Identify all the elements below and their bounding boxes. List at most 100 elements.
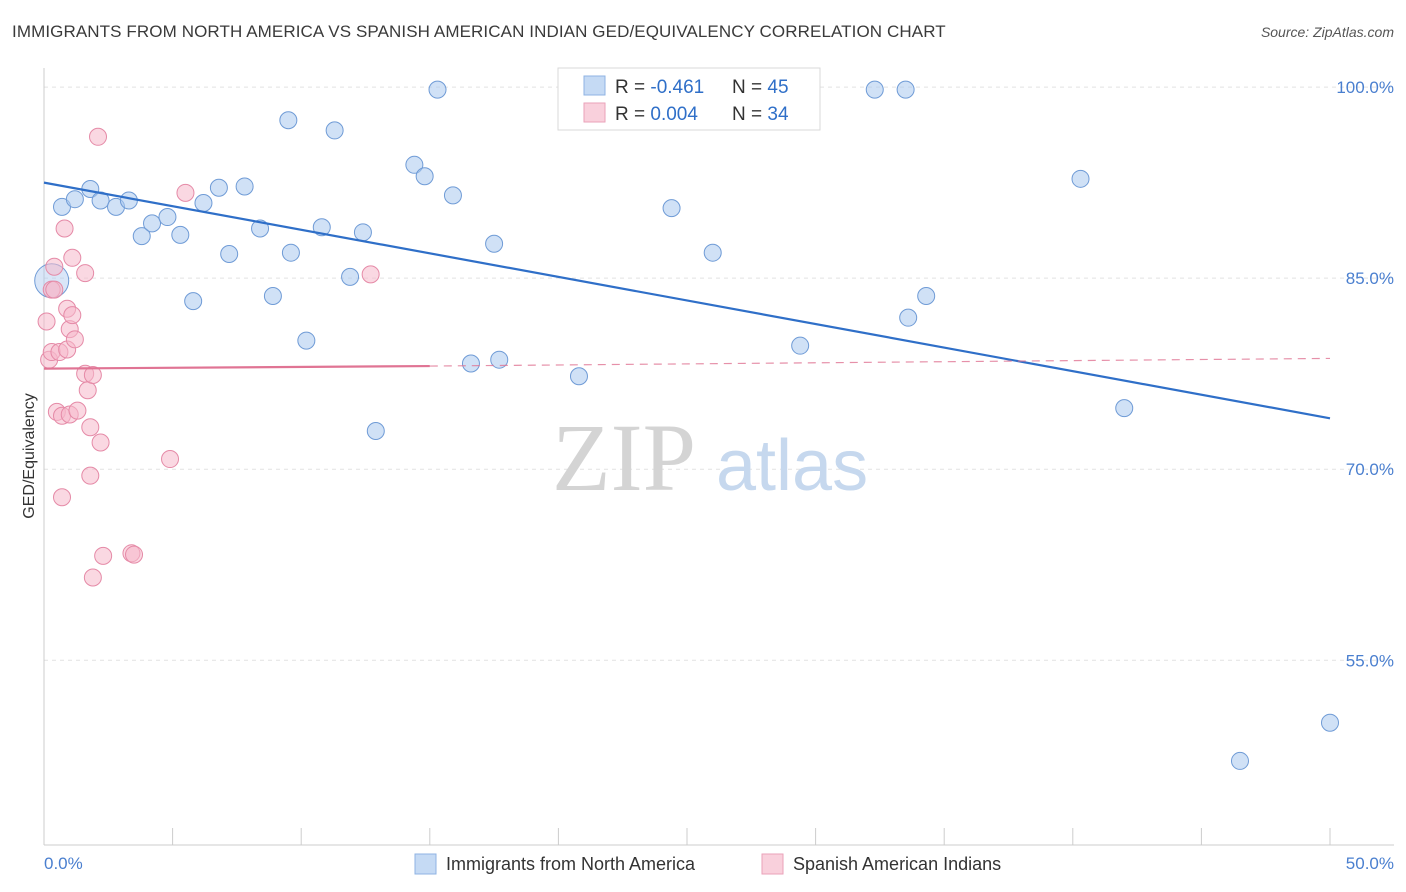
stats-legend-swatch-blue (583, 75, 606, 96)
data-point-blue (791, 336, 810, 355)
stats-legend-n-blue: N = 45 (732, 77, 789, 98)
watermark: ZIP atlas (552, 404, 868, 511)
data-point-blue (325, 121, 344, 140)
data-point-blue (119, 191, 138, 210)
data-point-blue (279, 111, 298, 130)
trendlines (43, 181, 1331, 420)
data-point-blue (171, 225, 190, 244)
data-point-pink (83, 365, 102, 384)
data-point-pink (125, 545, 144, 564)
data-point-pink (78, 381, 97, 400)
n-label-blue: N = (732, 77, 767, 98)
trendline-pink-extension (429, 357, 1331, 367)
data-point-blue (263, 287, 282, 306)
y-tick-label: 85.0% (1346, 269, 1394, 288)
data-point-blue (366, 422, 385, 441)
data-point-blue (917, 287, 936, 306)
data-point-pink (91, 433, 110, 452)
bottom-legend-swatch-blue (414, 853, 437, 875)
data-point-pink (37, 312, 56, 331)
data-point-blue (569, 367, 588, 386)
y-tick-label: 70.0% (1346, 460, 1394, 479)
bottom-legend-label-blue: Immigrants from North America (446, 854, 696, 874)
data-point-pink (65, 330, 84, 349)
data-point-pink (94, 546, 113, 565)
trendline-pink (43, 364, 430, 370)
data-point-blue (297, 331, 316, 350)
y-tick-label: 55.0% (1346, 651, 1394, 670)
data-point-pink (76, 264, 95, 283)
data-point-blue (1071, 169, 1090, 188)
stats-legend-row-blue: R = -0.461 (615, 77, 704, 98)
data-point-pink (45, 257, 64, 276)
watermark-zip: ZIP (552, 404, 696, 511)
source-credit: Source: ZipAtlas.com (1260, 24, 1394, 40)
data-point-blue (220, 244, 239, 263)
stats-legend-n-pink: N = 34 (732, 104, 789, 125)
watermark-atlas: atlas (716, 426, 868, 506)
data-point-blue (865, 80, 884, 99)
data-point-blue (184, 292, 203, 311)
axes (43, 68, 1394, 846)
n-value-pink: 34 (767, 104, 789, 125)
data-point-pink (53, 488, 72, 507)
data-point-blue (443, 186, 462, 205)
n-label-pink: N = (732, 104, 767, 125)
x-tick-label: 50.0% (1346, 854, 1394, 873)
data-point-blue (65, 190, 84, 209)
trendline-blue (43, 181, 1331, 420)
data-point-blue (899, 308, 918, 327)
data-point-blue (251, 219, 270, 238)
bottom-legend-swatch-pink (761, 853, 784, 875)
data-point-blue (428, 80, 447, 99)
data-point-pink (161, 450, 180, 469)
data-point-blue (490, 350, 509, 369)
data-point-blue (1115, 399, 1134, 418)
data-point-blue (235, 177, 254, 196)
data-point-pink (176, 183, 195, 202)
r-label-pink: R = (615, 104, 650, 125)
data-point-blue (312, 218, 331, 237)
data-point-blue (132, 227, 151, 246)
x-ticks (43, 828, 1331, 845)
data-point-blue (485, 234, 504, 253)
n-value-blue: 45 (767, 77, 788, 98)
data-point-blue (1230, 751, 1249, 770)
stats-legend: R = -0.461 N = 45 R = 0.004 N = 34 (557, 67, 821, 131)
data-point-blue (194, 194, 213, 213)
data-point-blue (158, 208, 177, 227)
data-point-pink (81, 466, 100, 485)
data-point-blue (405, 155, 424, 174)
data-point-blue (703, 243, 722, 262)
data-point-blue (353, 223, 372, 242)
data-point-pink (63, 306, 82, 325)
data-point-blue (461, 354, 480, 373)
data-point-pink (89, 127, 108, 146)
grid-lines (44, 86, 1394, 661)
r-label-blue: R = (615, 77, 650, 98)
series-spanish-american-indians (37, 127, 380, 587)
bottom-legend: Immigrants from North America Spanish Am… (414, 853, 1001, 875)
y-tick-labels: 100.0% 85.0% 70.0% 55.0% (1336, 78, 1394, 670)
data-point-pink (361, 265, 380, 284)
data-point-blue (1321, 713, 1339, 732)
data-point-blue (143, 214, 162, 233)
data-point-pink (55, 219, 74, 238)
y-tick-label: 100.0% (1336, 78, 1394, 97)
data-point-pink (45, 280, 64, 299)
data-point-blue (341, 267, 360, 286)
r-value-blue: -0.461 (650, 77, 704, 98)
r-value-pink: 0.004 (650, 104, 698, 125)
series-immigrants-from-north-america (34, 80, 1339, 770)
data-point-pink (81, 418, 100, 437)
chart-title: IMMIGRANTS FROM NORTH AMERICA VS SPANISH… (12, 22, 946, 41)
stats-legend-row-pink: R = 0.004 (615, 104, 698, 125)
data-point-blue (896, 80, 915, 99)
data-point-blue (662, 199, 681, 218)
y-axis-title: GED/Equivalency (21, 393, 38, 518)
data-point-blue (415, 167, 434, 186)
x-tick-labels: 0.0% 50.0% (44, 854, 1394, 873)
data-point-blue (281, 243, 300, 262)
stats-legend-swatch-pink (583, 102, 606, 123)
